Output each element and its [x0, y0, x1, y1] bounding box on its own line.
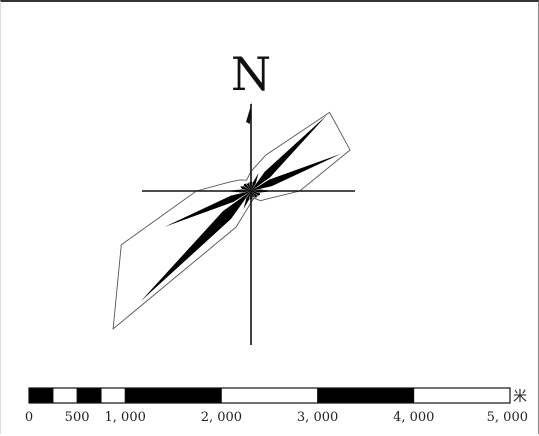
- scale-bar: 0 500 1, 000 2, 000 3, 000 4, 000 5, 000 米: [25, 387, 528, 425]
- wind-rose-outline: [112, 111, 351, 330]
- scale-bar-segment-5: [220, 387, 318, 404]
- scale-bar-label: 0: [25, 410, 33, 425]
- wind-rose-petal-ne: [251, 115, 327, 191]
- wind-rose-petal-nw: [243, 183, 251, 191]
- wind-rose-outline-polygon: [112, 111, 351, 330]
- wind-rose-petal-wsw: [164, 191, 251, 227]
- scale-bar-border: [28, 387, 511, 404]
- scale-bar-segments: [28, 387, 511, 404]
- scale-bar-label: 4, 000: [393, 410, 434, 425]
- wind-rose-petal-se: [251, 191, 259, 199]
- scale-bar-label: 500: [65, 410, 90, 425]
- wind-rose: [112, 104, 355, 345]
- wind-rose-petal-sse: [251, 191, 256, 200]
- scale-bar-label: 2, 000: [201, 410, 242, 425]
- scale-bar-label: 1, 000: [105, 410, 146, 425]
- north-arrow: N: [231, 47, 271, 124]
- wind-rose-petal-ssw: [243, 191, 251, 210]
- wind-rose-petal-ese: [251, 191, 261, 196]
- wind-rose-petal-sw: [140, 191, 251, 302]
- wind-rose-petal-ene: [251, 153, 342, 191]
- scale-bar-segment-6: [317, 387, 415, 404]
- wind-rose-petal-wnw: [240, 186, 251, 191]
- wind-rose-petals: [140, 115, 342, 302]
- scale-bar-label: 3, 000: [297, 410, 338, 425]
- wind-rose-petal-nnw: [246, 182, 251, 191]
- scale-bar-segment-7: [413, 387, 511, 404]
- scale-bar-label: 5, 000: [487, 410, 528, 425]
- scale-bar-segment-2: [76, 387, 102, 404]
- wind-rose-petal-nne: [251, 172, 259, 191]
- scale-bar-segment-4: [124, 387, 222, 404]
- scale-bar-segment-3: [100, 387, 126, 404]
- scale-bar-labels: 0 500 1, 000 2, 000 3, 000 4, 000 5, 000: [25, 410, 528, 425]
- scale-bar-unit: 米: [513, 389, 527, 405]
- scale-bar-segment-0: [28, 387, 54, 404]
- scale-bar-segment-1: [52, 387, 78, 404]
- north-label: N: [231, 47, 271, 101]
